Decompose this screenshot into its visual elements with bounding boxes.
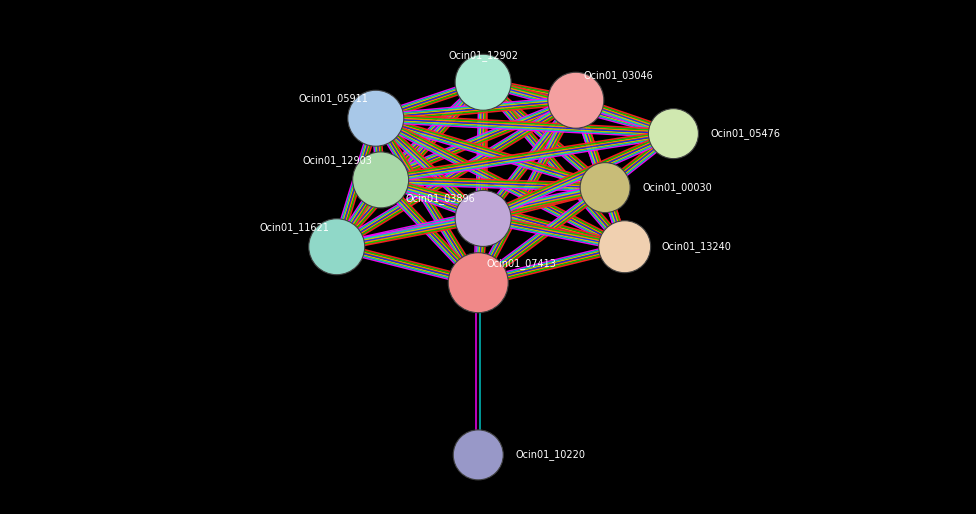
Text: Ocin01_05476: Ocin01_05476 (711, 128, 781, 139)
Ellipse shape (598, 221, 651, 273)
Text: Ocin01_13240: Ocin01_13240 (662, 241, 732, 252)
Text: Ocin01_12902: Ocin01_12902 (448, 50, 518, 61)
Text: Ocin01_07413: Ocin01_07413 (486, 258, 556, 269)
Text: Ocin01_05911: Ocin01_05911 (298, 93, 368, 104)
Ellipse shape (455, 191, 511, 246)
Ellipse shape (448, 253, 508, 313)
Ellipse shape (548, 72, 604, 128)
Ellipse shape (347, 90, 404, 146)
Ellipse shape (455, 54, 511, 110)
Text: Ocin01_11621: Ocin01_11621 (259, 222, 329, 233)
Ellipse shape (580, 162, 630, 213)
Ellipse shape (453, 430, 504, 480)
Text: Ocin01_03046: Ocin01_03046 (584, 70, 653, 81)
Text: Ocin01_00030: Ocin01_00030 (642, 182, 712, 193)
Ellipse shape (352, 152, 409, 208)
Text: Ocin01_10220: Ocin01_10220 (515, 449, 586, 461)
Ellipse shape (648, 108, 699, 159)
Text: Ocin01_12903: Ocin01_12903 (303, 155, 373, 166)
Text: Ocin01_03896: Ocin01_03896 (406, 193, 475, 205)
Ellipse shape (308, 219, 365, 274)
